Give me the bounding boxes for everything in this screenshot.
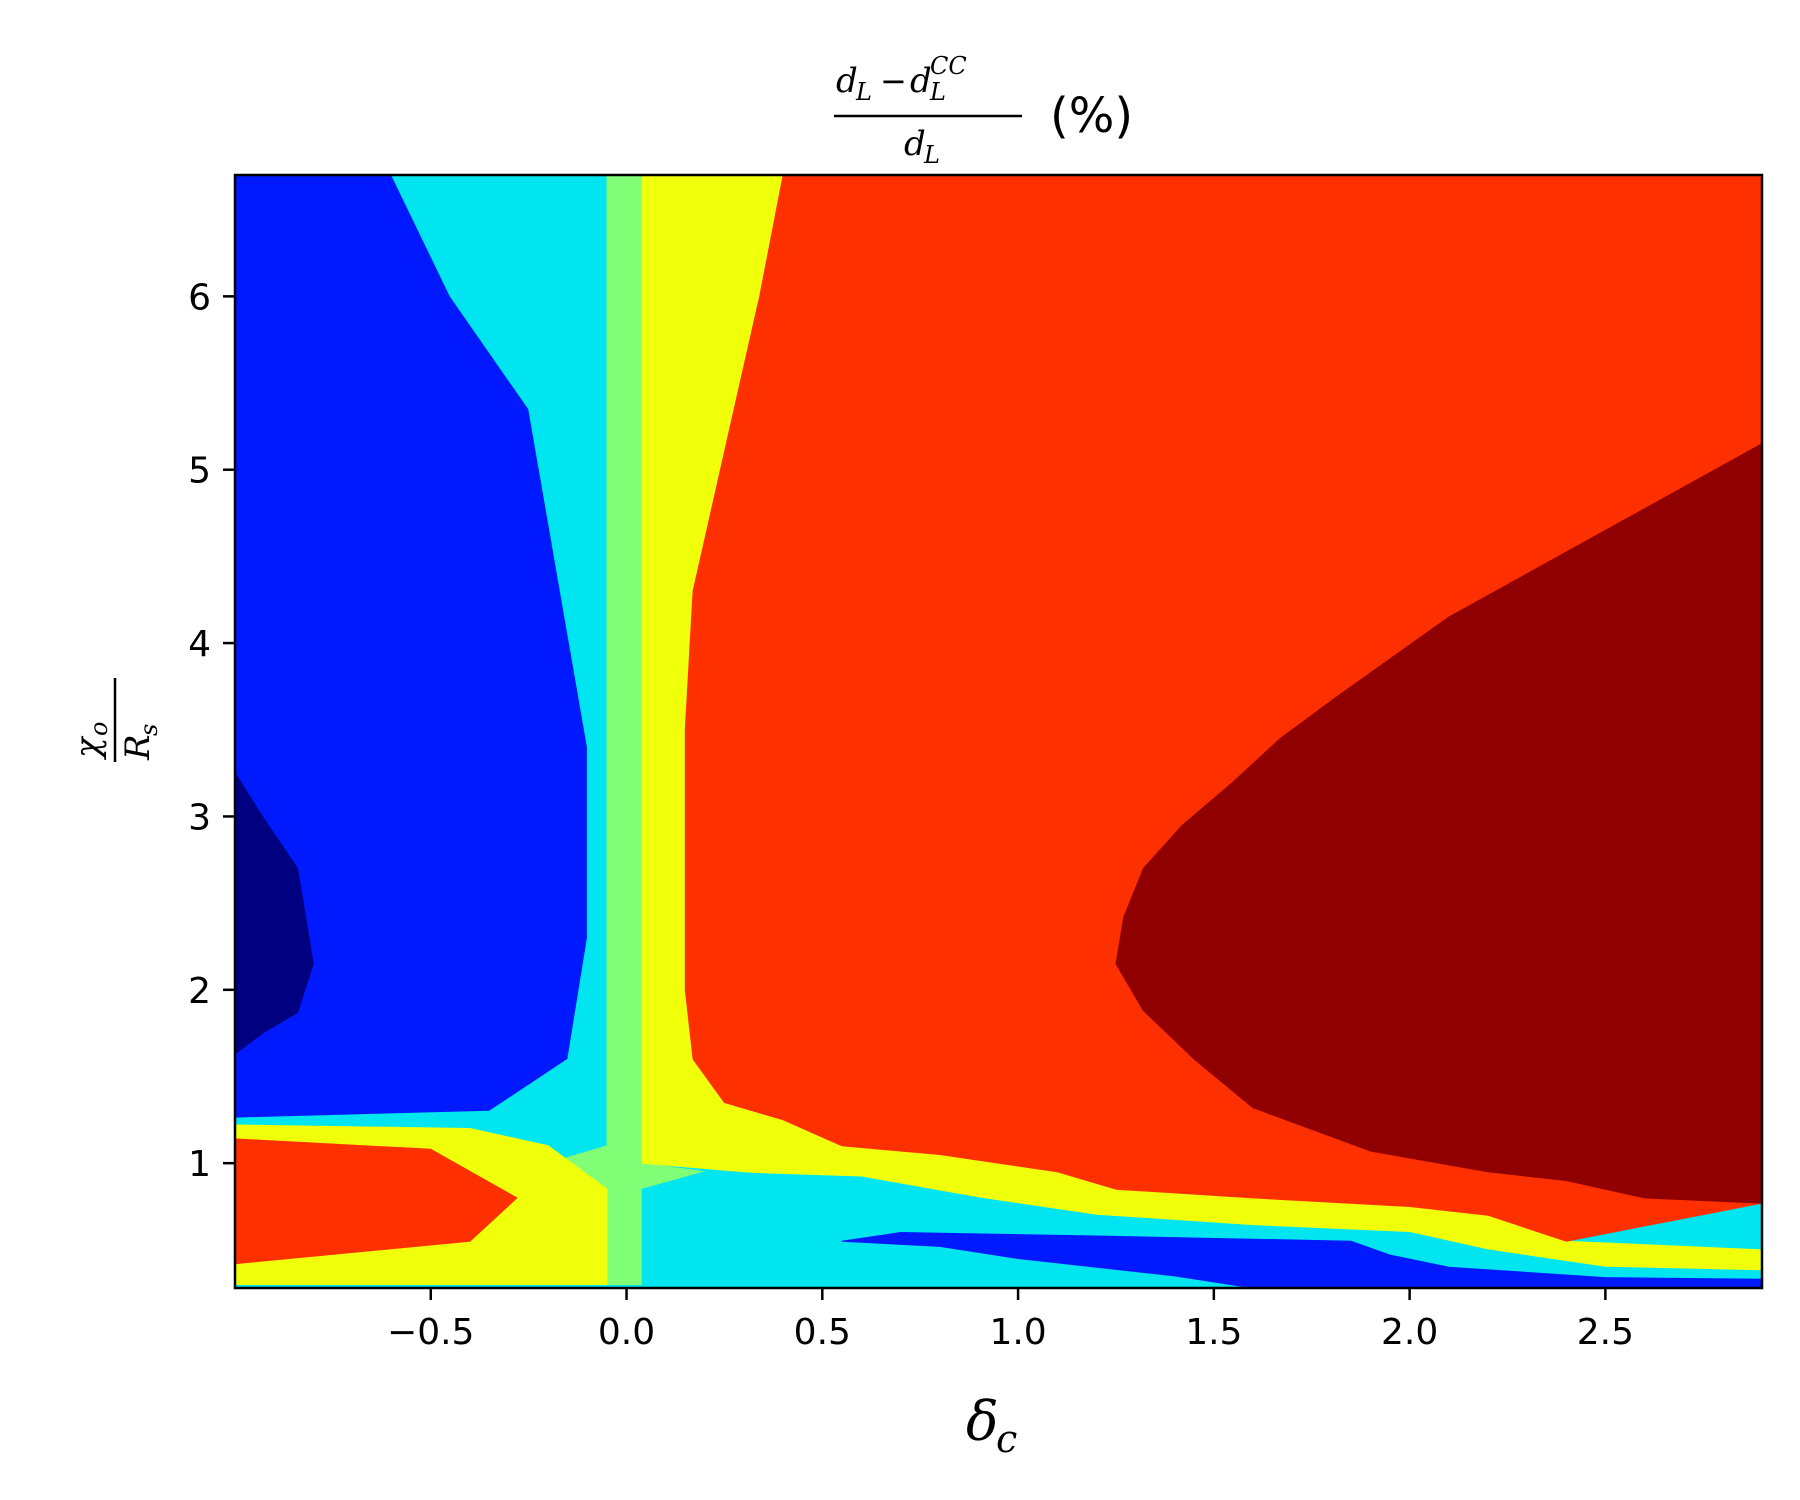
ylabel-denominator-base: R [118,734,158,761]
title-denominator-base: d [904,124,926,164]
x-axis: −0.5 0.0 0.5 1.0 1.5 2.0 2.5 [387,1288,1634,1353]
x-tick-label: 1.0 [989,1312,1046,1353]
ylabel-numerator-base: χ [68,735,108,760]
xlabel-base: δ [966,1390,999,1453]
y-axis-label: χ o R s [68,678,163,762]
y-tick-label: 6 [188,277,211,318]
blue-bottom-sliver [841,1232,1762,1288]
y-axis: 1 2 3 4 5 6 [188,277,235,1185]
red-left-lobe [235,1138,518,1265]
x-tick-label: 0.5 [794,1312,851,1353]
y-tick-label: 1 [188,1144,211,1185]
title-subtracted-base: d [910,61,932,101]
cyan-vertical-band [235,175,608,1147]
y-tick-label: 2 [188,971,211,1012]
x-tick-label: −0.5 [387,1312,474,1353]
xlabel-sub: c [996,1417,1017,1461]
x-tick-label: 2.0 [1381,1312,1438,1353]
title-numerator-base: d [836,61,858,101]
contour-regions [235,175,1762,1288]
x-tick-label: 1.5 [1185,1312,1242,1353]
title-subtracted-sub: L [929,78,946,106]
y-tick-label: 3 [188,797,211,838]
ylabel-numerator-sub: o [85,722,113,736]
x-tick-label: 2.5 [1577,1312,1634,1353]
chart-title: d L − d L CC d L (%) [834,52,1133,169]
ylabel-denominator-sub: s [135,724,163,736]
cyan-bottom-band [641,1171,1762,1288]
dark-red-region [1115,443,1762,1204]
y-tick-label: 5 [188,451,211,492]
x-tick-label: 0.0 [598,1312,655,1353]
navy-region [235,772,314,1055]
x-axis-label: δ c [966,1390,1017,1461]
plot-frame [233,173,1764,1290]
title-subtracted-sup: CC [930,52,967,80]
title-suffix: (%) [1050,88,1133,144]
y-tick-label: 4 [188,624,211,665]
title-minus: − [880,62,907,100]
title-numerator-sub: L [855,78,872,106]
title-denominator-sub: L [923,141,940,169]
